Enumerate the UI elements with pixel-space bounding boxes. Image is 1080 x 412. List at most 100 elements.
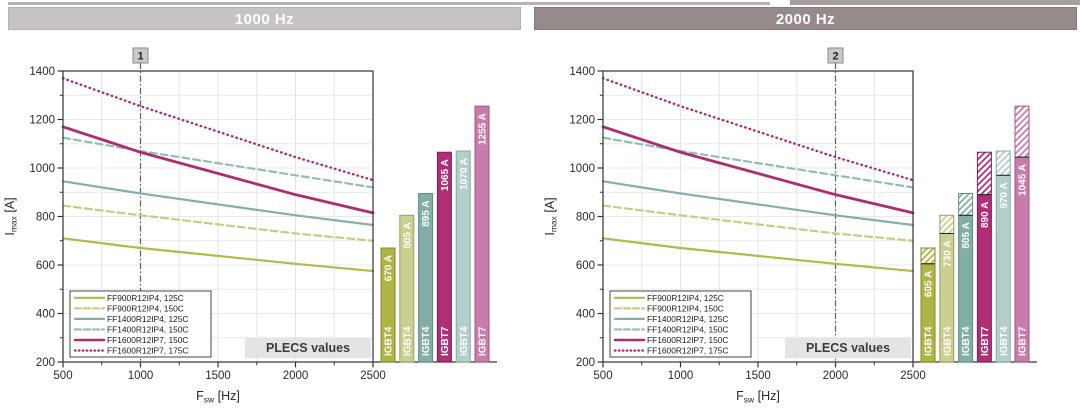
x-tick-label: 2500 <box>900 370 926 382</box>
legend-label-2: FF1400R12IP4, 125C <box>647 314 728 324</box>
series-line-5 <box>61 77 375 182</box>
marker-box <box>827 47 844 64</box>
x-tick-label: 500 <box>53 370 72 382</box>
plecs-label: PLECS values <box>806 341 890 355</box>
chart-1000hz: 500 1000 1500 2000 2500 200 400 600 800 1000 1200 1… <box>3 47 497 405</box>
series-line-1 <box>61 204 375 242</box>
bar-hatch-1 <box>939 214 955 234</box>
legend-label-5: FF1600R12IP7, 175C <box>107 346 188 356</box>
bar-1 <box>399 214 415 363</box>
legend-label-2: FF1400R12IP4, 125C <box>107 314 188 324</box>
bar-hatch-2 <box>958 192 974 216</box>
bar-value-label-2: 805 A <box>961 222 972 248</box>
legend-label-4: FF1600R12IP7, 150C <box>107 335 188 345</box>
x-tick-label: 1500 <box>205 370 231 382</box>
legend-label-5: FF1600R12IP7, 175C <box>647 346 728 356</box>
y-tick-label: 800 <box>576 212 595 224</box>
bar-value-label-3: 1065 A <box>440 159 451 191</box>
bar-value-label-1: 805 A <box>402 222 413 248</box>
legend-label-3: FF1400R12IP4, 150C <box>107 324 188 334</box>
panel-title-1000hz: 1000 Hz <box>8 7 521 30</box>
x-axis-label: Fsw [Hz] <box>196 389 240 405</box>
bar-hatch-4 <box>995 150 1011 176</box>
bar-hatch-0 <box>920 247 936 265</box>
bar-value-label-5: 1045 A <box>1018 164 1029 196</box>
bar-2 <box>418 192 434 363</box>
legend-label-0: FF900R12IP4, 125C <box>107 293 184 303</box>
x-tick-label: 500 <box>593 370 612 382</box>
legend-label-1: FF900R12IP4, 150C <box>647 303 724 313</box>
legend-label-1: FF900R12IP4, 150C <box>107 303 184 313</box>
series-line-1 <box>601 204 915 242</box>
series-line-5 <box>601 77 915 182</box>
y-tick-label: 600 <box>36 260 55 272</box>
bar-category-label-4: IGBT4 <box>459 326 470 356</box>
series-line-4 <box>601 125 915 215</box>
panel-title-2000hz: 2000 Hz <box>534 7 1077 30</box>
y-tick-label: 400 <box>576 309 595 321</box>
bar-hatch-5 <box>1014 105 1030 158</box>
bar-0 <box>380 247 396 363</box>
series-line-0 <box>61 237 375 273</box>
marker-label: 1 <box>137 51 143 63</box>
series-line-3 <box>61 136 375 189</box>
top-strip-right <box>790 0 1080 5</box>
legend-label-3: FF1400R12IP4, 150C <box>647 324 728 334</box>
bar-category-label-4: IGBT4 <box>999 326 1010 356</box>
bar-category-label-5: IGBT7 <box>1018 326 1029 356</box>
marker-label: 2 <box>832 51 838 63</box>
bar-value-label-2: 895 A <box>421 200 432 226</box>
bar-value-label-4: 970 A <box>999 182 1010 208</box>
bar-category-label-2: IGBT4 <box>961 326 972 356</box>
bar-category-label-0: IGBT4 <box>384 326 395 356</box>
y-tick-label: 200 <box>36 357 55 369</box>
series-line-2 <box>61 180 375 227</box>
bar-category-label-0: IGBT4 <box>924 326 935 356</box>
y-tick-label: 400 <box>36 309 55 321</box>
y-tick-label: 1200 <box>569 115 595 127</box>
y-tick-label: 1400 <box>569 66 595 78</box>
marker-box <box>132 47 149 64</box>
x-tick-label: 2000 <box>283 370 309 382</box>
series-line-0 <box>601 237 915 273</box>
legend-box <box>609 290 752 358</box>
legend-label-4: FF1600R12IP7, 150C <box>647 335 728 345</box>
bar-4 <box>455 150 471 363</box>
plecs-box <box>245 338 371 358</box>
x-tick-label: 1000 <box>128 370 154 382</box>
y-tick-label: 600 <box>576 260 595 272</box>
bar-3 <box>436 151 452 363</box>
series-line-2 <box>601 180 915 227</box>
x-axis-label: Fsw [Hz] <box>736 389 780 405</box>
bar-category-label-3: IGBT7 <box>440 326 451 356</box>
series-line-4 <box>61 125 375 215</box>
y-tick-label: 1000 <box>569 163 595 175</box>
plecs-box <box>785 338 911 358</box>
y-tick-label: 200 <box>576 357 595 369</box>
y-tick-label: 800 <box>36 212 55 224</box>
bar-category-label-1: IGBT4 <box>402 326 413 356</box>
chart-2000hz: 500 1000 1500 2000 2500 200 400 600 800 1000 1200 1… <box>543 47 1037 405</box>
plecs-label: PLECS values <box>266 341 350 355</box>
top-strip-left <box>8 2 770 5</box>
y-tick-label: 1400 <box>29 66 55 78</box>
series-line-3 <box>601 136 915 189</box>
x-tick-label: 1000 <box>668 370 694 382</box>
bar-category-label-2: IGBT4 <box>421 326 432 356</box>
y-axis-label: Imax [A] <box>543 197 559 235</box>
legend-label-0: FF900R12IP4, 125C <box>647 293 724 303</box>
y-tick-label: 1000 <box>29 163 55 175</box>
bar-value-label-4: 1070 A <box>459 158 470 190</box>
bar-category-label-1: IGBT4 <box>942 326 953 356</box>
bar-value-label-0: 670 A <box>384 255 395 281</box>
bar-value-label-5: 1255 A <box>478 113 489 145</box>
bar-category-label-3: IGBT7 <box>980 326 991 356</box>
bar-value-label-1: 730 A <box>942 240 953 266</box>
bar-value-label-0: 605 A <box>924 271 935 297</box>
bar-5 <box>474 105 490 363</box>
x-tick-label: 2500 <box>360 370 386 382</box>
x-tick-label: 2000 <box>823 370 849 382</box>
x-tick-label: 1500 <box>745 370 771 382</box>
bar-hatch-3 <box>976 151 992 196</box>
